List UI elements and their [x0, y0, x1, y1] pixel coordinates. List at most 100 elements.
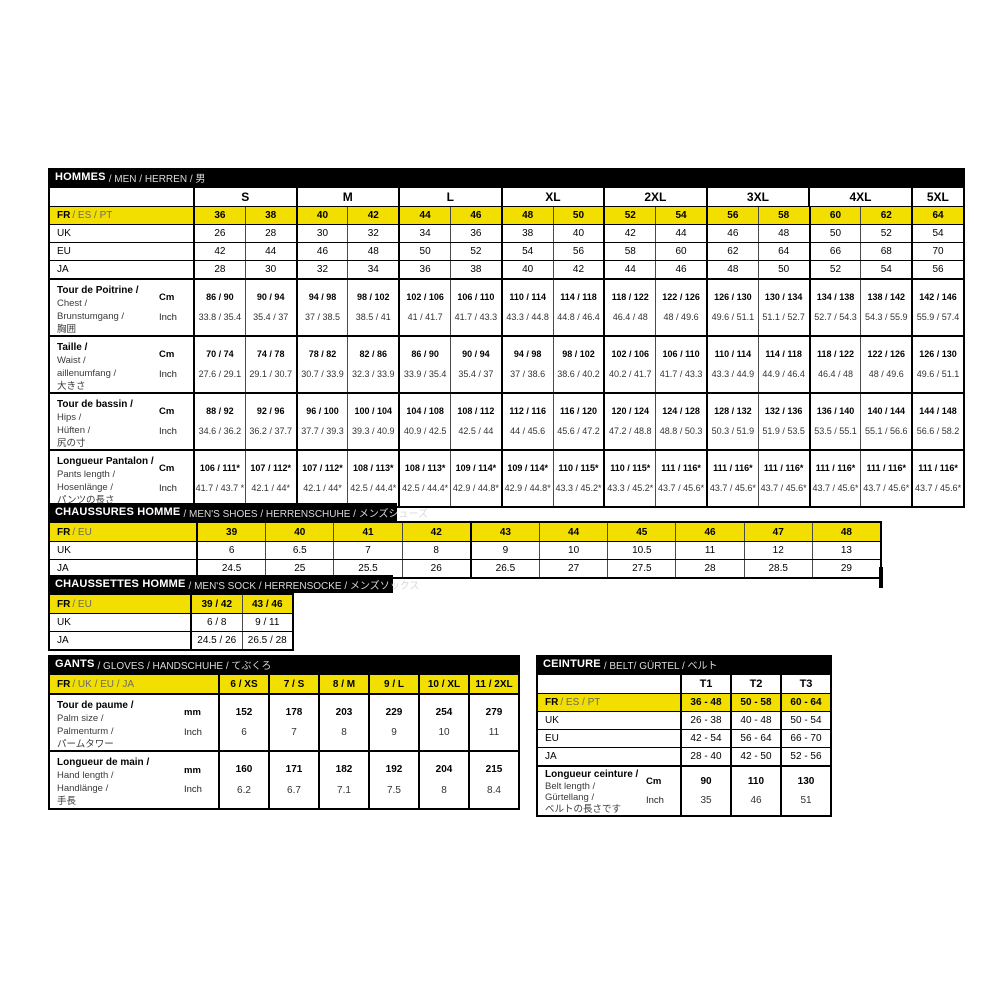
hips-value-cell: 120 / 124 47.2 / 48.8 [603, 394, 655, 449]
shoes-title-translations: / MEN'S SHOES / HERRENSCHUHE / メンズシューズ [183, 508, 429, 520]
uk-size-value: 48 [757, 225, 809, 242]
shoe-ja-size: 27.5 [607, 560, 675, 577]
inch-value: 6 [241, 727, 247, 739]
glove-size: 11 / 2XL [468, 675, 518, 693]
fr-size-value: 64 [911, 207, 963, 224]
ja-size-values: 28 30 32 34 36 38 40 42 44 46 48 50 52 54 56 [195, 261, 963, 278]
shoes-ja-row: JA 24.5 25 25.5 26 26.5 27 27.5 28 28.5 29 [50, 559, 880, 577]
gloves-header-label-rest: / UK / EU / JA [72, 678, 135, 690]
waist-label-fr: Taille / [57, 342, 88, 353]
chest-value-cell: 118 / 122 46.4 / 48 [603, 280, 655, 335]
inch-value: 9 [391, 727, 397, 739]
hand-label: Longueur de main / Hand length / Handlän… [57, 756, 184, 807]
ja-size-value: 52 [808, 261, 861, 278]
hips-value-cell: 140 / 144 55.1 / 56.6 [860, 394, 911, 449]
cm-value: 126 / 130 [919, 348, 957, 359]
cm-value: 82 / 86 [359, 348, 388, 359]
pants-label-ja: パンツの長さ [57, 495, 115, 506]
hips-values: 88 / 92 34.6 / 36.2 92 / 96 36.2 / 37.7 96 /… [195, 394, 963, 449]
palm-label-fr: Tour de paume / [57, 700, 134, 711]
cm-value: 126 / 130 [714, 291, 752, 302]
waist-value-cell: 118 / 122 46.4 / 48 [808, 337, 861, 392]
belt-length-row: Longueur ceinture / Belt length / Gürtel… [538, 765, 830, 815]
waist-value-cell: 86 / 90 33.9 / 35.4 [398, 337, 450, 392]
inch-value: 43.7 / 45.6* [760, 483, 807, 494]
hand-label-fr: Longueur de main / [57, 757, 150, 768]
palm-value-cell: 279 11 [468, 695, 518, 750]
cm-value: 78 / 82 [308, 348, 337, 359]
shoes-title-bar: CHAUSSURES HOMME / MEN'S SHOES / HERRENS… [48, 503, 428, 521]
hand-label-ja: 手長 [57, 796, 77, 807]
belt-fr-size: 60 - 64 [780, 694, 830, 711]
gloves-title: GANTS [55, 658, 95, 670]
belt-fr-values: 36 - 48 50 - 58 60 - 64 [682, 694, 830, 711]
belt-eu-size: 56 - 64 [730, 730, 780, 747]
inch-value: 11 [488, 727, 500, 739]
fr-size-value: 62 [860, 207, 911, 224]
uk-size-value: 28 [244, 225, 296, 242]
cm-value: 104 / 108 [406, 405, 444, 416]
cm-value: 106 / 111* [199, 462, 240, 473]
uk-size-values: 26 28 30 32 34 36 38 40 42 44 46 48 50 52 54 [195, 225, 963, 242]
inch-unit-label: Inch [184, 726, 202, 738]
pants-length-row: Longueur Pantalon / Pants length / Hosen… [50, 449, 963, 506]
inch-value: 47.2 / 48.8 [609, 426, 652, 437]
inch-value: 46 [750, 794, 762, 806]
hips-value-cell: 92 / 96 36.2 / 37.7 [244, 394, 296, 449]
hand-units: mm Inch [184, 756, 216, 804]
ja-size-value: 42 [552, 261, 604, 278]
inch-value: 48.8 / 50.3 [659, 426, 703, 437]
inch-unit-label: Inch [159, 425, 177, 437]
ja-size-value: 34 [347, 261, 398, 278]
socks-table: CHAUSSETTES HOMME / MEN'S SOCK / HERRENS… [48, 575, 419, 651]
cm-value: 74 / 78 [256, 348, 285, 359]
belt-fr-label-lead: FR [545, 697, 559, 708]
belt-size-headers: T1 T2 T3 [682, 675, 830, 693]
cm-value: 122 / 126 [662, 291, 700, 302]
shoes-uk-row: UK 6 6.5 7 8 9 10 10.5 11 12 13 [50, 541, 880, 559]
shoe-ja-size: 26.5 [469, 560, 539, 577]
belt-length-value-cell: 90 35 [682, 767, 730, 815]
belt-length-label-cell: Longueur ceinture / Belt length / Gürtel… [538, 767, 682, 815]
inch-value: 6.7 [287, 785, 301, 796]
waist-value-cell: 102 / 106 40.2 / 41.7 [603, 337, 655, 392]
chest-value-cell: 90 / 94 35.4 / 37 [244, 280, 296, 335]
belt-ja-label: JA [538, 748, 682, 765]
shoes-ja-label: JA [50, 560, 198, 577]
inch-value: 43.7 / 45.6* [709, 483, 756, 494]
hips-value-cell: 132 / 136 51.9 / 53.5 [757, 394, 809, 449]
eu-size-value: 52 [449, 243, 501, 260]
ja-size-value: 32 [295, 261, 348, 278]
eu-size-value: 50 [398, 243, 450, 260]
inch-value: 35.4 / 37 [458, 369, 494, 380]
cm-value: 112 / 116 [509, 405, 546, 416]
inch-value: 36.2 / 37.7 [249, 426, 292, 437]
pants-value-cell: 109 / 114* 42.9 / 44.8* [449, 451, 501, 506]
shoe-fr-size: 43 [469, 523, 539, 541]
sock-fr-size: 43 / 46 [241, 595, 293, 613]
cm-value: 204 [435, 764, 453, 775]
chest-label-en: Chest / [57, 298, 88, 309]
uk-size-value: 52 [860, 225, 911, 242]
shoes-ja-values: 24.5 25 25.5 26 26.5 27 27.5 28 28.5 29 [198, 560, 880, 577]
gloves-title-translations: / GLOVES / HANDSCHUHE / てぶくろ [97, 660, 272, 672]
inch-value: 30.7 / 33.9 [301, 369, 344, 380]
chest-label-ja: 胸囲 [57, 324, 77, 335]
cm-value: 114 / 118 [560, 291, 597, 302]
pants-value-cell: 111 / 116* 43.7 / 45.6* [705, 451, 758, 506]
shoe-ja-size: 29 [811, 560, 880, 577]
palm-label: Tour de paume / Palm size / Palmenturm /… [57, 699, 184, 750]
cm-value: 70 / 74 [206, 348, 234, 359]
inch-value: 7.1 [337, 785, 351, 796]
inch-value: 43.7 / 45.6* [863, 483, 910, 494]
inch-value: 43.7 / 45.6* [812, 483, 859, 494]
pants-value-cell: 110 / 115* 43.3 / 45.2* [603, 451, 655, 506]
hips-value-cell: 108 / 112 42.5 / 44 [449, 394, 501, 449]
fr-size-value: 60 [808, 207, 861, 224]
belt-fr-size: 50 - 58 [730, 694, 780, 711]
palm-label-de: Palmenturm / [57, 726, 114, 737]
socks-uk-values: 6 / 8 9 / 11 [192, 614, 292, 631]
cm-value: 171 [285, 764, 303, 775]
cm-value: 152 [235, 706, 253, 718]
chest-values: 86 / 90 33.8 / 35.4 90 / 94 35.4 / 37 94 / 9… [195, 280, 963, 335]
